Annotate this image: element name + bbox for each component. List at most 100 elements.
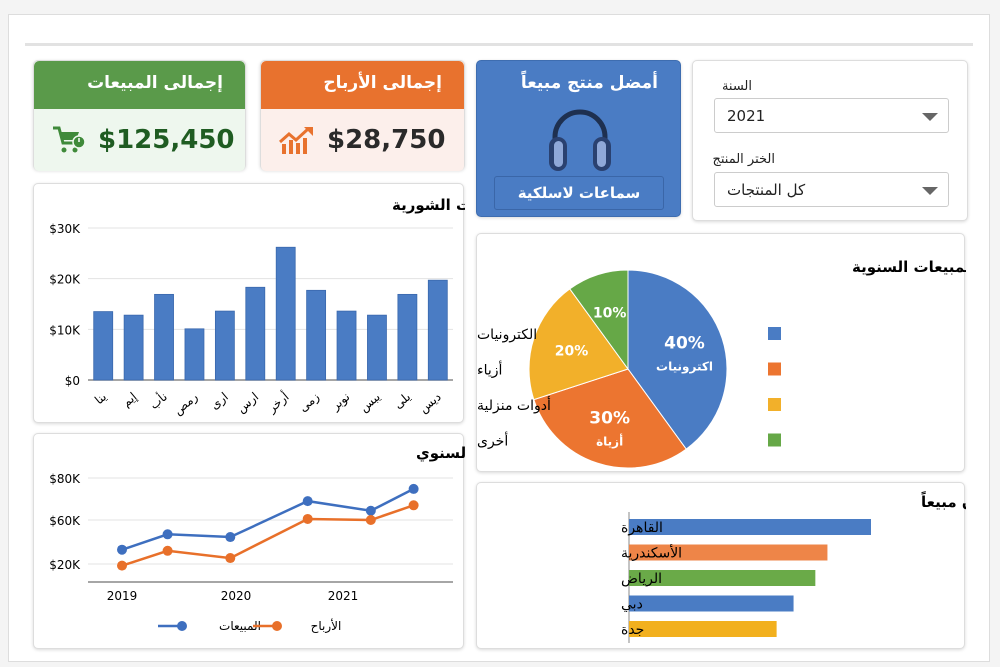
data-point	[117, 560, 127, 571]
kpi-profit-label: إجمالى الأرباح	[261, 61, 464, 109]
legend-label: الكترونيات	[477, 327, 537, 343]
data-point	[302, 496, 313, 507]
slice-label: 30%	[589, 408, 630, 428]
y-tick-label: $10K	[49, 323, 81, 337]
bar-4	[214, 310, 235, 381]
x-tick-label: ينا	[92, 390, 109, 408]
legend-swatch	[768, 327, 781, 340]
x-tick-label: يبس	[357, 390, 384, 416]
bar-10	[397, 293, 418, 381]
x-tick-label: يلى	[391, 390, 413, 412]
chevron-down-icon	[922, 187, 938, 195]
legend-label: أدوات منزلية	[477, 396, 551, 414]
data-point	[302, 513, 313, 524]
slice-sublabel: اكترونيات	[656, 360, 713, 375]
pie-slice-2	[528, 288, 629, 401]
x-tick-label: نأب	[146, 388, 170, 412]
x-tick-label: أرخر	[263, 389, 292, 417]
bar-2	[154, 293, 174, 381]
x-tick-label: 2021	[328, 589, 359, 603]
data-point	[225, 553, 236, 564]
x-tick-label: ديس	[416, 390, 444, 417]
yearly-trend-chart: اتجاة المبيعات السنوي $20K $60K $80K 2019 202…	[49, 444, 580, 634]
year-select[interactable]: 2021	[714, 98, 949, 133]
series-line-0	[121, 487, 415, 551]
bar-1	[123, 314, 144, 381]
year-value: 2021	[727, 107, 766, 125]
x-tick-label: إيم	[119, 390, 139, 410]
y-tick-label: $60K	[49, 514, 81, 528]
product-value: كل المنتجات	[727, 181, 806, 199]
category-label: الأسكندرية	[621, 544, 682, 562]
bar-8	[336, 310, 357, 381]
chart-title: توزيع المبيعات السنوية	[852, 258, 966, 276]
bar-0	[629, 519, 871, 535]
monthly-sales-chart: المبيعات الشورية $0 $10K $20K $30K ينا إيم نأبر…	[49, 196, 518, 418]
data-point	[365, 505, 376, 516]
chart-title: المبيعات الشورية	[392, 196, 465, 214]
legend-marker	[272, 621, 282, 631]
category-label: دبي	[621, 597, 643, 613]
slice-sublabel: أزياة	[596, 433, 623, 448]
yearly-trend-card: اتجاة المبيعات السنوي $20K $60K $80K 2019 202…	[33, 433, 580, 649]
data-point	[408, 500, 419, 511]
chart-title: اتجاة المبيعات السنوي	[416, 444, 465, 463]
headphones-icon	[549, 109, 611, 171]
legend-label: أخرى	[477, 432, 508, 450]
best-product-name: سماعات لاسلكية	[494, 176, 664, 210]
data-point	[365, 515, 376, 525]
x-tick-label: زمى	[296, 389, 323, 415]
bar-2	[629, 570, 816, 586]
legend-label: الأرباح	[311, 618, 342, 634]
legend-marker	[177, 621, 187, 631]
y-tick-label: $30K	[49, 222, 81, 236]
best-product-card: أمضل منتج مبيعاً سماعات لاسلكية	[476, 60, 681, 217]
product-label: الختر المنتج	[712, 152, 775, 167]
data-point	[225, 532, 236, 543]
bar-6	[275, 246, 296, 381]
year-label: السنة	[721, 79, 752, 94]
legend-swatch	[768, 362, 781, 376]
y-tick-label: $20K	[49, 273, 81, 287]
data-point	[408, 483, 419, 494]
data-point	[162, 529, 173, 540]
trend-up-chart-icon	[279, 127, 313, 154]
data-point	[162, 545, 173, 556]
top-cities-card: أقضل 5 حدن مبيعاً القاهرة الأسكندرية الرياض…	[476, 482, 1000, 649]
slice-label: 20%	[555, 344, 589, 360]
bar-3	[629, 595, 794, 612]
kpi-profit-value: $28,750	[327, 125, 446, 155]
pie-slice-1	[533, 368, 687, 469]
bar-7	[306, 289, 327, 381]
data-point	[117, 544, 127, 555]
y-tick-label: $20K	[49, 558, 81, 572]
bar-9	[367, 314, 387, 381]
x-tick-label: رمص	[171, 389, 201, 418]
product-select[interactable]: كل المنتجات	[714, 172, 949, 207]
kpi-total-profit: إجمالى الأرباح $28,750	[260, 60, 465, 171]
monthly-sales-card: المبيعات الشورية $0 $10K $20K $30K ينا إيم نأبر…	[33, 183, 518, 423]
chart-title: أقضل 5 حدن مبيعاً	[921, 491, 966, 511]
y-tick-label: $0	[65, 374, 80, 388]
sales-distribution-chart: توزيع المبيعات السنوية 40% اكترونيات 30% أزي…	[477, 258, 1000, 469]
kpi-sales-value: $125,450	[98, 125, 235, 155]
legend-swatch	[768, 398, 781, 411]
chevron-down-icon	[922, 113, 938, 121]
legend-label: المبيعات	[219, 619, 261, 633]
y-tick-label: $80K	[49, 472, 81, 486]
cart-icon	[53, 126, 86, 153]
bar-1	[629, 544, 828, 561]
pie-slice-3	[569, 269, 629, 371]
x-tick-label: نوبر	[328, 390, 353, 415]
x-tick-label: ارس	[234, 390, 262, 417]
bar-5	[245, 286, 266, 381]
best-product-title: أمضل منتج مبيعاً	[520, 73, 658, 93]
bar-4	[629, 621, 777, 637]
bar-3	[184, 328, 205, 381]
legend-label: أزياء	[477, 361, 503, 379]
slice-label: 10%	[593, 306, 627, 322]
slice-label: 40%	[664, 334, 705, 354]
sales-distribution-card: توزيع المبيعات السنوية 40% اكترونيات 30% أزي…	[476, 233, 1000, 472]
pie-slice-0	[627, 269, 728, 450]
category-label: القاهرة	[621, 520, 663, 536]
